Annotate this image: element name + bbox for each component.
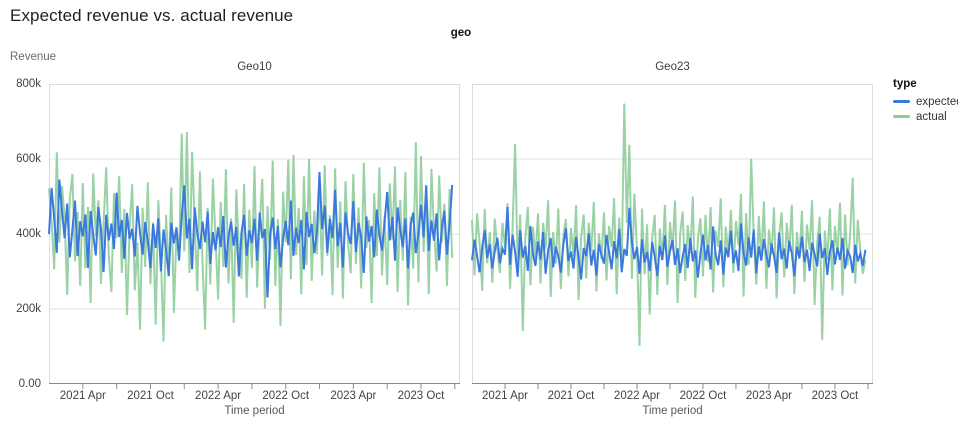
legend-item-label: expected xyxy=(916,95,958,108)
facet-title-geo23: Geo23 xyxy=(655,61,690,73)
legend-title: type xyxy=(893,78,917,90)
x-tick-label: 2021 Apr xyxy=(59,390,106,402)
facet-plot-geo10 xyxy=(48,84,460,389)
x-tick-label: 2021 Oct xyxy=(547,390,595,402)
x-tick-label: 2022 Apr xyxy=(613,390,660,402)
facet-title-geo10: Geo10 xyxy=(237,61,272,73)
y-tick-label: 800k xyxy=(16,78,41,90)
legend-item-label: actual xyxy=(916,110,947,123)
x-axis-labels: 2021 Apr 2021 Oct 2022 Apr 2022 Oct 2023 Apr… xyxy=(472,390,873,404)
x-tick-label: 2022 Oct xyxy=(679,390,727,402)
chart-canvas xyxy=(48,84,460,389)
x-tick-label: 2021 Apr xyxy=(481,390,528,402)
x-tick-label: 2021 Oct xyxy=(127,390,174,402)
facet-plot-geo23 xyxy=(471,84,873,389)
page-title: Expected revenue vs. actual revenue xyxy=(10,6,294,25)
legend: type expected actual xyxy=(893,78,958,124)
x-tick-label: 2022 Oct xyxy=(262,390,310,402)
x-tick-label: 2023 Oct xyxy=(397,390,445,402)
x-axis-title: Time period xyxy=(642,405,703,417)
legend-item-expected[interactable]: expected xyxy=(893,94,958,109)
y-tick-label: 0.00 xyxy=(18,378,41,390)
y-tick-label: 400k xyxy=(16,228,41,240)
expected-line-swatch-icon xyxy=(893,100,910,103)
x-tick-label: 2023 Apr xyxy=(330,390,377,402)
chart-canvas xyxy=(471,84,873,389)
legend-item-actual[interactable]: actual xyxy=(893,109,958,124)
actual-line-swatch-icon xyxy=(893,115,910,118)
x-axis-labels: 2021 Apr 2021 Oct 2022 Apr 2022 Oct 2023 Apr… xyxy=(49,390,460,404)
x-axis-title: Time period xyxy=(224,405,285,417)
facet-field-label: geo xyxy=(450,27,472,39)
x-tick-label: 2023 Apr xyxy=(745,390,792,402)
x-tick-label: 2023 Oct xyxy=(811,390,859,402)
y-axis-title: Revenue xyxy=(10,51,57,63)
x-tick-label: 2022 Apr xyxy=(195,390,242,402)
line-expected xyxy=(48,172,454,298)
y-tick-label: 600k xyxy=(16,153,41,165)
plot-frame xyxy=(49,84,460,384)
line-expected xyxy=(471,206,867,280)
y-tick-label: 200k xyxy=(16,303,41,315)
